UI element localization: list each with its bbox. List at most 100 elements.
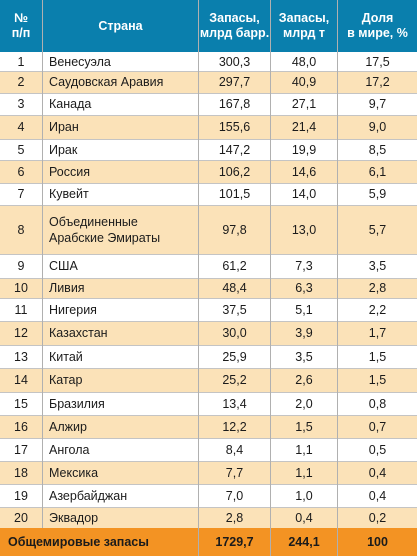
row-reserves-tonnes: 7,3 [295, 259, 313, 273]
table-row: 6 Россия 106,2 14,6 6,1 [0, 160, 417, 183]
table-row: 16 Алжир 12,2 1,5 0,7 [0, 415, 417, 438]
row-world-share: 8,5 [368, 142, 387, 157]
column-divider [42, 0, 43, 528]
row-number: 10 [14, 281, 28, 295]
row-divider [0, 93, 417, 94]
row-world-share: 0,2 [368, 510, 387, 525]
row-divider [0, 484, 417, 485]
row-reserves-barrels: 12,2 [222, 419, 247, 434]
row-reserves-tonnes: 27,1 [291, 97, 317, 111]
row-world-share: 9,0 [368, 120, 387, 134]
table-row: 18 Мексика 7,7 1,1 0,4 [0, 461, 417, 484]
row-divider [0, 415, 417, 416]
row-number: 1 [17, 54, 25, 69]
row-number: 6 [17, 164, 25, 179]
row-reserves-barrels: 147,2 [218, 142, 251, 157]
row-divider [0, 71, 417, 72]
table-row: 11 Нигерия 37,5 5,1 2,2 [0, 298, 417, 321]
row-world-share: 5,9 [368, 187, 387, 201]
column-divider [198, 0, 199, 556]
row-divider [0, 507, 417, 508]
row-country: Китай [49, 349, 83, 364]
row-reserves-tonnes: 14,6 [291, 164, 317, 179]
row-reserves-barrels: 2,8 [225, 510, 244, 525]
row-country: Кувейт [49, 187, 89, 201]
row-country: Ливия [49, 281, 85, 295]
row-number: 3 [17, 97, 25, 111]
row-divider [0, 298, 417, 299]
row-reserves-barrels: 297,7 [218, 75, 251, 89]
row-reserves-tonnes: 1,1 [295, 465, 313, 480]
row-reserves-barrels: 30,0 [222, 326, 247, 340]
row-country: Азербайджан [49, 488, 128, 503]
row-divider [0, 160, 417, 161]
row-world-share: 2,2 [368, 302, 387, 317]
row-reserves-tonnes: 1,5 [295, 419, 313, 434]
row-world-share: 0,8 [368, 396, 387, 411]
row-country: Ангола [49, 442, 90, 457]
row-reserves-tonnes: 48,0 [291, 54, 317, 69]
row-reserves-tonnes: 6,3 [295, 281, 313, 295]
row-number: 17 [14, 442, 28, 457]
row-country: Венесуэла [49, 54, 111, 69]
row-divider [0, 278, 417, 279]
row-reserves-tonnes: 3,5 [295, 349, 313, 364]
row-country: Алжир [49, 419, 87, 434]
row-reserves-barrels: 101,5 [218, 187, 251, 201]
table-row: 12 Казахстан 30,0 3,9 1,7 [0, 321, 417, 345]
row-country: Катар [49, 373, 83, 387]
table-row: 20 Эквадор 2,8 0,4 0,2 [0, 507, 417, 528]
row-country: Бразилия [49, 396, 105, 411]
row-reserves-tonnes: 0,4 [295, 510, 313, 525]
row-reserves-tonnes: 1,1 [295, 442, 313, 457]
row-number: 2 [17, 75, 25, 89]
row-world-share: 9,7 [368, 97, 387, 111]
row-world-share: 5,7 [368, 222, 387, 237]
row-divider [0, 115, 417, 116]
row-number: 18 [14, 465, 28, 480]
row-country: Иран [49, 120, 79, 134]
row-reserves-barrels: 300,3 [218, 54, 251, 69]
row-country: Канада [49, 97, 92, 111]
row-world-share: 17,5 [365, 54, 390, 69]
table-row: 15 Бразилия 13,4 2,0 0,8 [0, 392, 417, 415]
row-world-share: 1,5 [368, 373, 387, 387]
table-row: 3 Канада 167,8 27,1 9,7 [0, 93, 417, 115]
row-divider [0, 254, 417, 255]
row-divider [0, 345, 417, 346]
row-world-share: 0,7 [368, 419, 387, 434]
table-row: 14 Катар 25,2 2,6 1,5 [0, 368, 417, 392]
row-reserves-tonnes: 13,0 [291, 222, 317, 237]
column-divider [270, 0, 271, 556]
row-reserves-tonnes: 1,0 [295, 488, 313, 503]
row-divider [0, 392, 417, 393]
row-world-share: 6,1 [368, 164, 387, 179]
column-divider [337, 0, 338, 556]
row-world-share: 3,5 [368, 259, 387, 273]
table-row: 13 Китай 25,9 3,5 1,5 [0, 345, 417, 368]
row-reserves-barrels: 8,4 [225, 442, 244, 457]
row-number: 8 [17, 222, 25, 237]
row-world-share: 0,4 [368, 488, 387, 503]
table-row: 5 Ирак 147,2 19,9 8,5 [0, 139, 417, 160]
table-row: 7 Кувейт 101,5 14,0 5,9 [0, 183, 417, 205]
row-number: 12 [14, 326, 28, 340]
row-reserves-tonnes: 5,1 [295, 302, 313, 317]
row-reserves-tonnes: 3,9 [295, 326, 313, 340]
row-reserves-tonnes: 19,9 [291, 142, 317, 157]
total-label: Общемировые запасы [8, 535, 149, 549]
table-row: 9 США 61,2 7,3 3,5 [0, 254, 417, 278]
table-row: 4 Иран 155,6 21,4 9,0 [0, 115, 417, 139]
row-number: 19 [14, 488, 28, 503]
row-reserves-barrels: 25,9 [222, 349, 247, 364]
row-number: 20 [14, 510, 28, 525]
row-reserves-barrels: 155,6 [218, 120, 251, 134]
row-divider [0, 139, 417, 140]
row-reserves-barrels: 37,5 [222, 302, 247, 317]
table-row: 1 Венесуэла 300,3 48,0 17,5 [0, 52, 417, 71]
row-country: США [49, 259, 78, 273]
row-number: 15 [14, 396, 28, 411]
header-reserves-tonnes: Запасы, млрд т [278, 11, 330, 40]
row-number: 11 [14, 302, 28, 317]
